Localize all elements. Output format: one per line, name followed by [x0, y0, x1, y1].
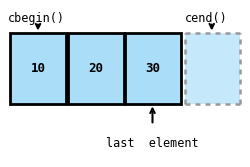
Text: 10: 10: [30, 62, 46, 75]
Bar: [125, 33, 181, 104]
Text: 20: 20: [88, 62, 103, 75]
Text: cbegin(): cbegin(): [8, 12, 64, 25]
Bar: [10, 33, 66, 104]
Text: cend(): cend(): [185, 12, 228, 25]
Text: 30: 30: [146, 62, 160, 75]
Bar: [185, 33, 240, 104]
Text: last  element: last element: [106, 137, 199, 150]
Bar: [68, 33, 124, 104]
